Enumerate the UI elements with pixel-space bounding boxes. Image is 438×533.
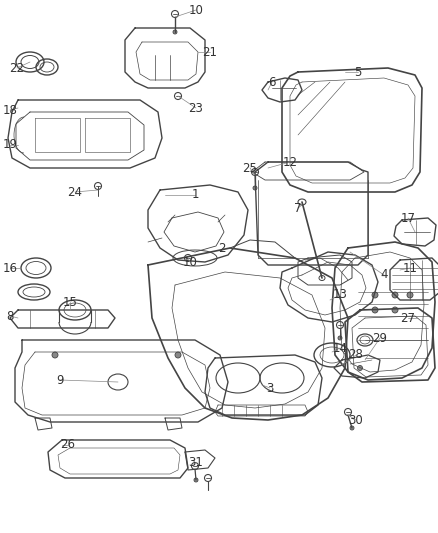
Text: 4: 4	[380, 269, 388, 281]
Text: 31: 31	[189, 456, 203, 469]
Text: 9: 9	[56, 374, 64, 386]
Text: 11: 11	[403, 262, 417, 274]
Ellipse shape	[392, 292, 398, 298]
Text: 7: 7	[294, 201, 302, 214]
Text: 12: 12	[283, 156, 297, 168]
Text: 22: 22	[10, 61, 25, 75]
Ellipse shape	[357, 366, 363, 370]
Ellipse shape	[253, 186, 257, 190]
Ellipse shape	[338, 336, 342, 340]
Text: 29: 29	[372, 332, 388, 344]
Text: 13: 13	[332, 288, 347, 302]
Ellipse shape	[52, 352, 58, 358]
Ellipse shape	[175, 352, 181, 358]
Text: 17: 17	[400, 212, 416, 224]
Text: 3: 3	[266, 382, 274, 394]
Text: 19: 19	[3, 139, 18, 151]
Text: 23: 23	[189, 101, 203, 115]
Text: 18: 18	[3, 103, 18, 117]
Text: 2: 2	[218, 241, 226, 254]
Text: 10: 10	[183, 255, 198, 269]
Text: 24: 24	[67, 185, 82, 198]
Text: 26: 26	[60, 439, 75, 451]
Text: 8: 8	[6, 310, 14, 322]
Text: 5: 5	[354, 66, 362, 78]
Text: 21: 21	[202, 45, 218, 59]
Text: 6: 6	[268, 76, 276, 88]
Text: 15: 15	[63, 295, 78, 309]
Text: 28: 28	[349, 349, 364, 361]
Ellipse shape	[407, 292, 413, 298]
Ellipse shape	[372, 292, 378, 298]
Ellipse shape	[350, 426, 354, 430]
Ellipse shape	[372, 307, 378, 313]
Text: 14: 14	[332, 342, 347, 354]
Text: 25: 25	[243, 161, 258, 174]
Text: 1: 1	[191, 189, 199, 201]
Text: 10: 10	[189, 4, 203, 17]
Ellipse shape	[173, 30, 177, 34]
Text: 16: 16	[3, 262, 18, 274]
Text: 27: 27	[400, 311, 416, 325]
Ellipse shape	[194, 478, 198, 482]
Text: 30: 30	[349, 414, 364, 426]
Ellipse shape	[392, 307, 398, 313]
